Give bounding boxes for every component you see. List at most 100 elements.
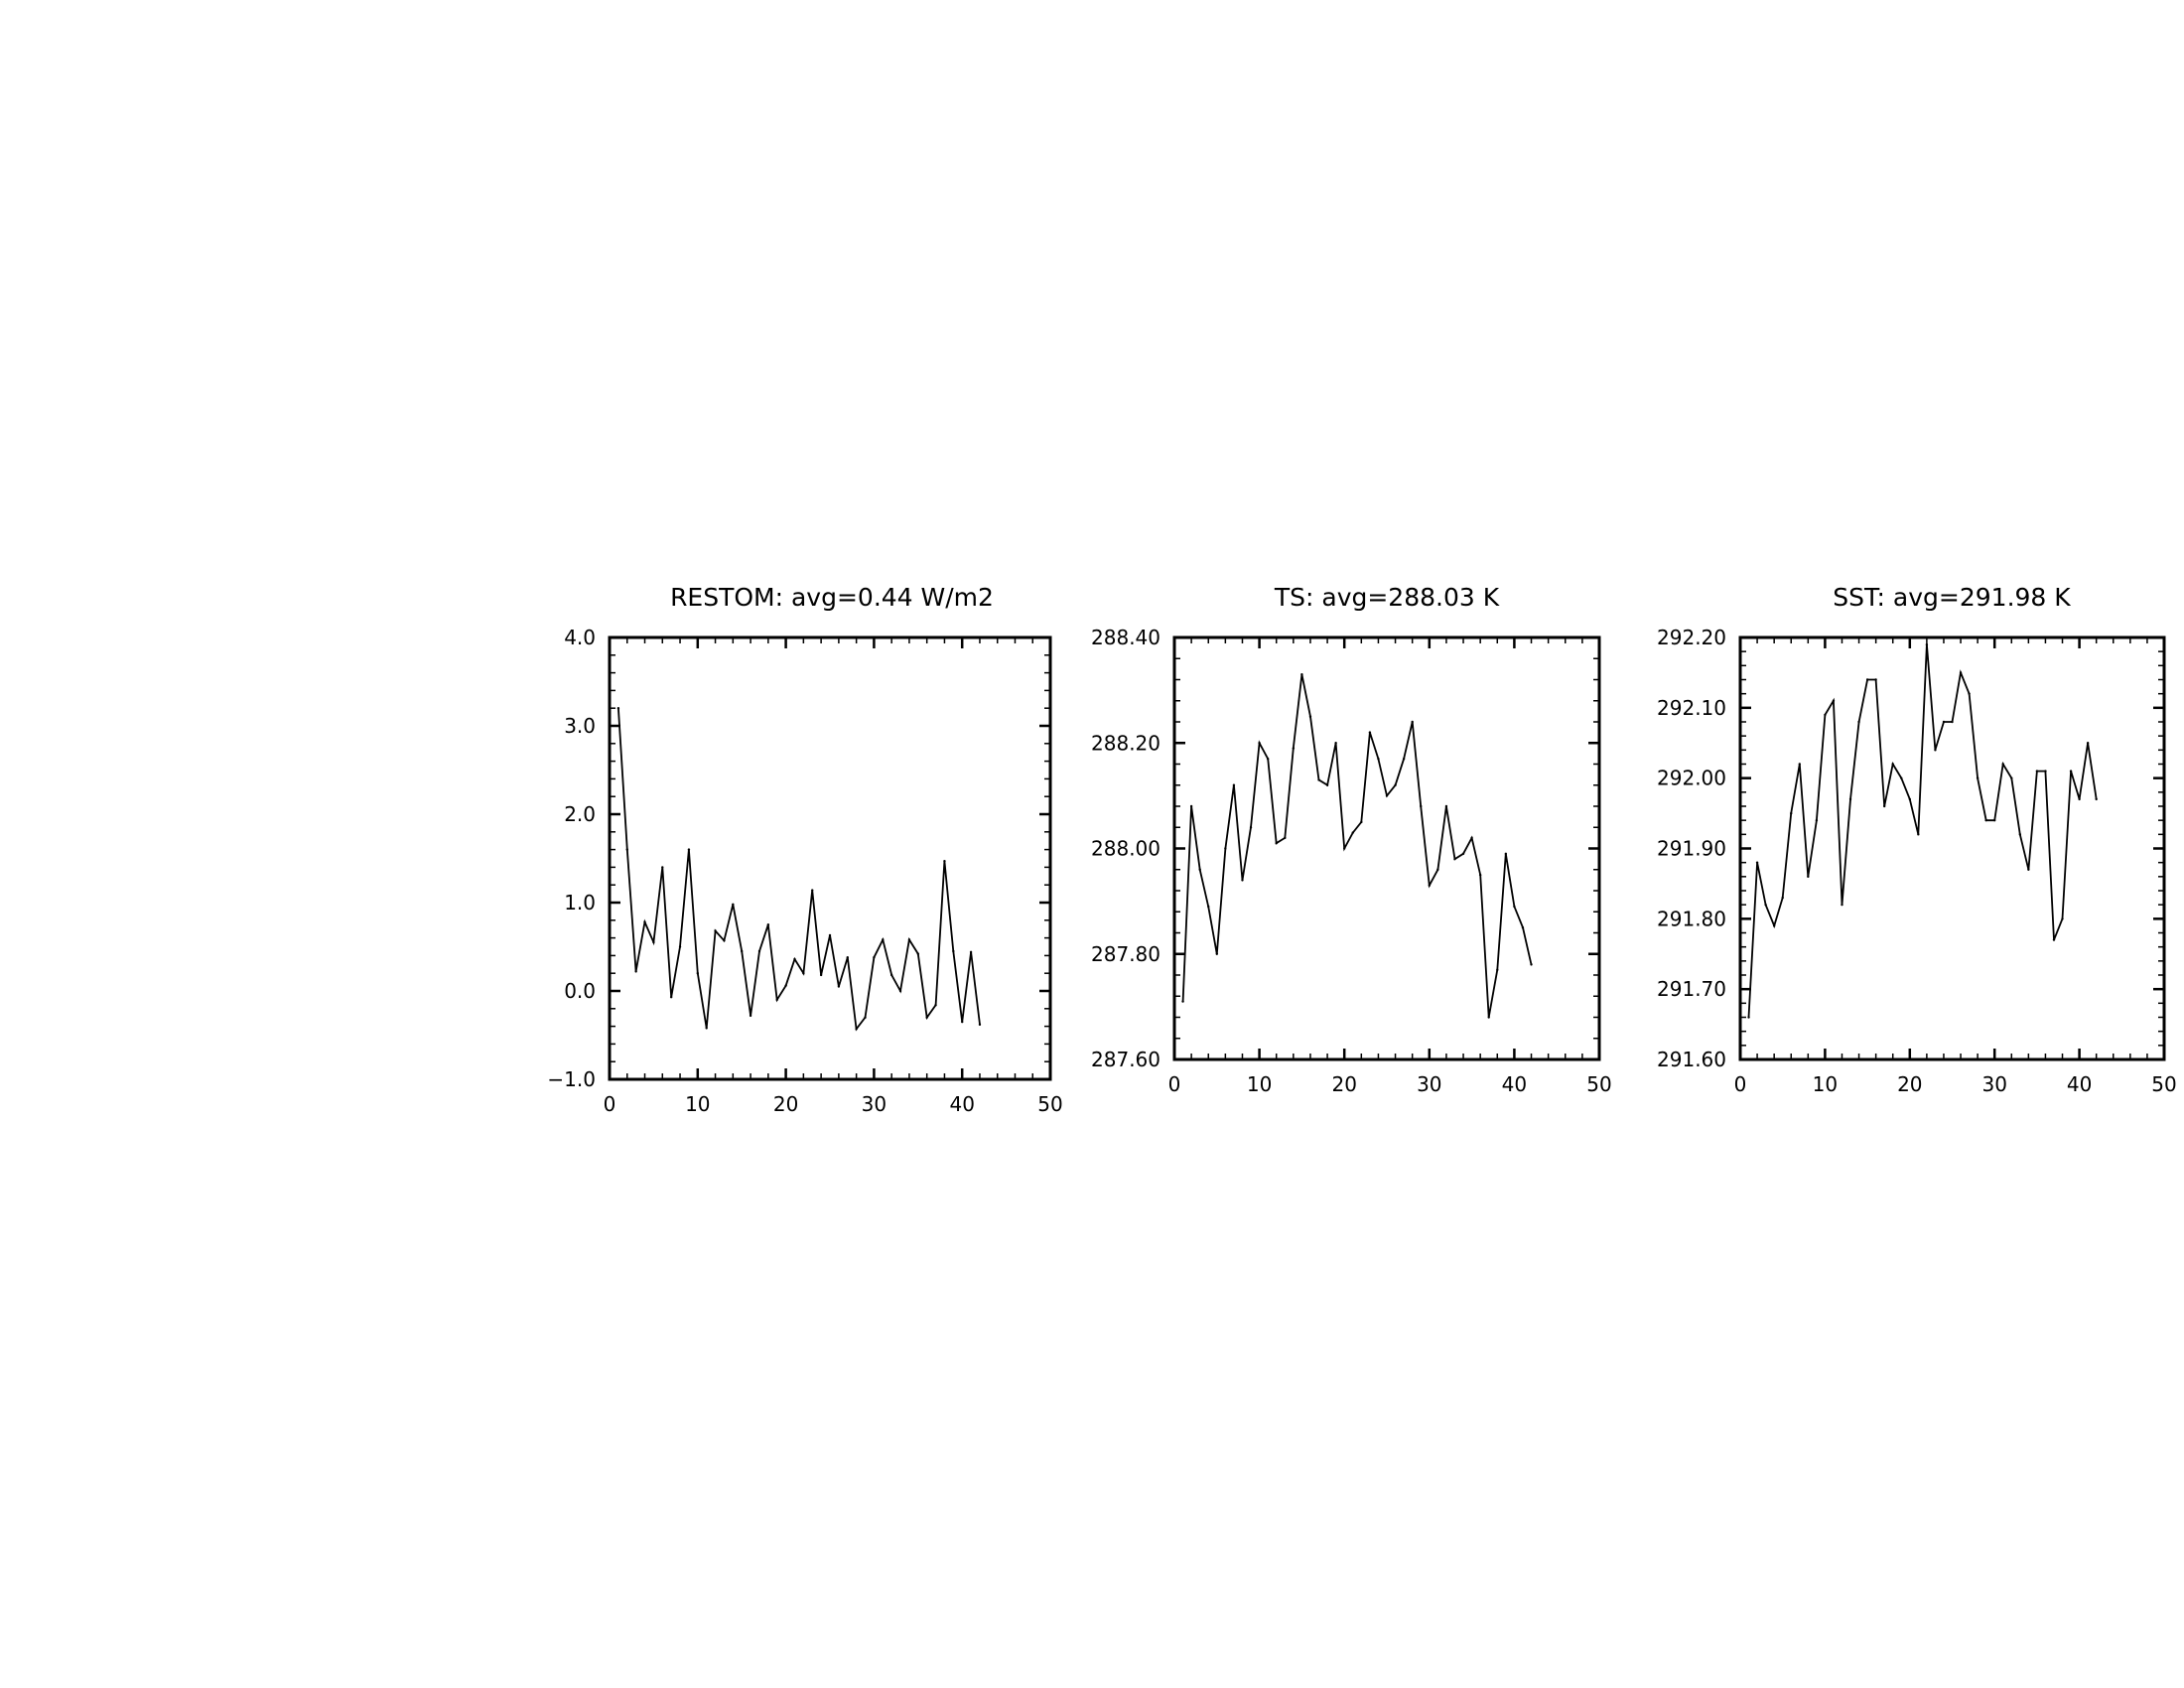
- data-point: [1504, 852, 1508, 856]
- series-line: [1747, 644, 2098, 1018]
- x-tick-label: 0: [1168, 1072, 1181, 1096]
- data-point: [2069, 770, 2073, 773]
- data-point: [2078, 797, 2081, 801]
- plot-frame: [1738, 635, 2166, 1061]
- data-point: [687, 848, 691, 851]
- data-point: [961, 1020, 964, 1024]
- x-tick-label: 0: [604, 1092, 616, 1116]
- data-point: [1317, 778, 1320, 781]
- y-tick-label: 292.00: [1657, 767, 1726, 790]
- plot-frame: [1172, 635, 1601, 1061]
- data-point: [723, 939, 726, 942]
- data-point: [864, 1016, 867, 1019]
- series-line: [1181, 674, 1533, 1018]
- data-point: [1394, 783, 1397, 786]
- data-point: [898, 989, 902, 993]
- x-tick-label: 10: [685, 1092, 710, 1116]
- data-point: [1521, 925, 1525, 929]
- x-tick-label: 20: [773, 1092, 798, 1116]
- data-point: [1284, 836, 1287, 840]
- data-point: [1241, 879, 1244, 882]
- data-point: [696, 972, 699, 975]
- data-point: [1189, 804, 1193, 808]
- data-point: [669, 996, 673, 999]
- data-point: [846, 955, 849, 959]
- y-tick-label: −1.0: [547, 1067, 596, 1091]
- data-point: [1764, 903, 1767, 907]
- y-tick-labels: 287.60 287.80 288.00 288.20 288.40: [1091, 626, 1160, 1071]
- y-tick-label: 0.0: [564, 979, 596, 1003]
- data-point: [2010, 776, 2013, 779]
- data-point: [2052, 938, 2056, 941]
- data-point: [1308, 715, 1312, 718]
- data-point: [943, 859, 946, 863]
- data-point: [2044, 770, 2047, 773]
- data-point: [616, 707, 620, 710]
- data-point: [1368, 731, 1372, 734]
- data-point: [802, 972, 805, 975]
- y-tick-label: 291.90: [1657, 837, 1726, 861]
- chart-title: TS: avg=288.03 K: [1274, 583, 1500, 612]
- y-tick-label: 291.80: [1657, 907, 1726, 930]
- data-point: [1428, 884, 1432, 887]
- data-point: [1181, 1000, 1184, 1003]
- data-point: [775, 998, 778, 1002]
- data-point: [1798, 763, 1801, 766]
- data-point: [678, 945, 682, 948]
- x-tick-label: 50: [2151, 1072, 2176, 1096]
- data-point: [934, 1004, 937, 1007]
- data-point: [1790, 811, 1793, 815]
- data-point: [1976, 776, 1979, 779]
- data-point: [1984, 818, 1987, 822]
- data-point: [1951, 720, 1954, 724]
- panel-sst: SST: avg=291.98 K 0 10 20 30 40 50 291.6…: [1657, 583, 2177, 1096]
- x-tick-label: 30: [1981, 1072, 2006, 1096]
- series-line: [617, 708, 981, 1032]
- data-point: [1807, 875, 1810, 879]
- data-point: [828, 933, 832, 937]
- data-point: [969, 950, 973, 954]
- data-point: [1857, 720, 1860, 724]
- data-point: [1436, 868, 1439, 871]
- data-point: [1453, 857, 1456, 861]
- data-point: [1232, 783, 1236, 786]
- y-tick-label: 288.20: [1091, 731, 1160, 755]
- y-tick-label: 2.0: [564, 802, 596, 826]
- data-point: [1496, 968, 1499, 971]
- data-point: [749, 1014, 752, 1018]
- data-point: [882, 938, 885, 941]
- data-point: [811, 889, 814, 892]
- y-tick-label: 292.10: [1657, 696, 1726, 720]
- data-point: [741, 949, 744, 953]
- data-point: [1325, 783, 1329, 786]
- x-tick-label: 50: [1037, 1092, 1062, 1116]
- x-tick-label: 10: [1247, 1072, 1272, 1096]
- x-tick-labels: 0 10 20 30 40 50: [1734, 1072, 2177, 1096]
- data-point: [757, 949, 761, 953]
- x-tick-label: 20: [1897, 1072, 1922, 1096]
- x-tick-label: 30: [1417, 1072, 1441, 1096]
- data-point: [1300, 672, 1303, 676]
- data-point: [634, 970, 637, 973]
- data-point: [1993, 818, 1996, 822]
- data-point: [2027, 868, 2030, 871]
- y-tick-label: 288.40: [1091, 626, 1160, 649]
- y-tick-labels: −1.0 0.0 1.0 2.0 3.0 4.0: [547, 626, 596, 1091]
- data-point: [1444, 804, 1448, 808]
- data-point: [1900, 776, 1903, 779]
- y-tick-label: 3.0: [564, 714, 596, 738]
- data-point: [1968, 692, 1971, 695]
- data-point: [1207, 905, 1210, 909]
- y-tick-label: 291.60: [1657, 1048, 1726, 1071]
- data-point: [1275, 841, 1278, 845]
- data-point: [1478, 873, 1482, 877]
- data-point: [1772, 924, 1776, 927]
- data-point: [819, 973, 823, 977]
- data-point: [916, 952, 919, 955]
- y-tick-label: 292.20: [1657, 626, 1726, 649]
- panel-ts: TS: avg=288.03 K 0 10 20 30 40 50 287.60…: [1091, 583, 1612, 1096]
- data-point: [1747, 1016, 1750, 1019]
- data-point: [1908, 797, 1912, 801]
- data-point: [732, 903, 735, 906]
